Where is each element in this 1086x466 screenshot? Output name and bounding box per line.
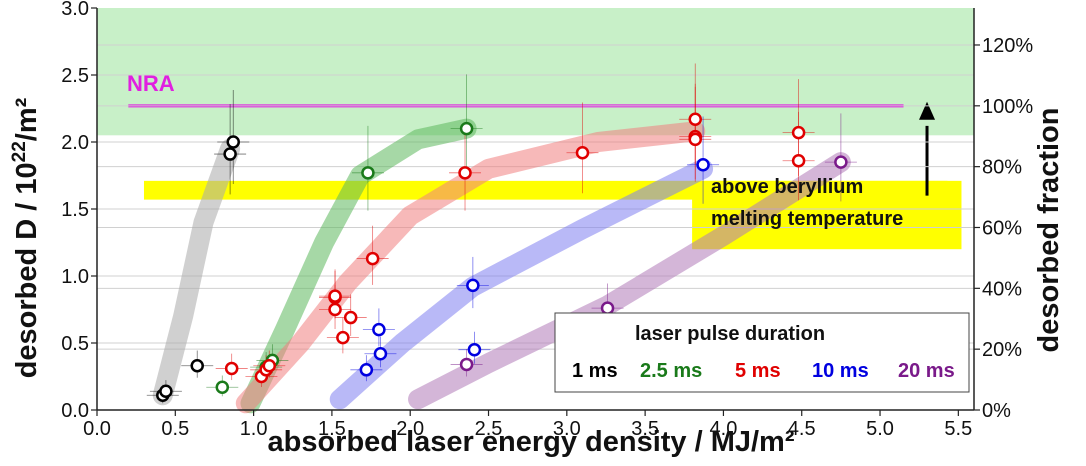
- data-point-2: [328, 289, 342, 303]
- y-axis-title-tail: /m²: [11, 97, 43, 141]
- data-point-1: [459, 121, 474, 136]
- y-axis-title-main: desorbed D / 10: [11, 162, 43, 378]
- x-tick-label: 0.0: [83, 418, 111, 440]
- data-point-2: [688, 132, 702, 147]
- legend-title: laser pulse duration: [635, 323, 825, 345]
- data-point-2: [328, 302, 342, 317]
- x-tick-label: 5.5: [944, 418, 972, 440]
- data-point-2: [688, 112, 702, 126]
- y-tick-label: 0.0: [61, 400, 89, 422]
- trend-band-0: [152, 138, 241, 406]
- x-tick-label: 3.0: [553, 418, 581, 440]
- y2-tick-label: 20%: [982, 339, 1022, 361]
- legend-item-1ms: 1 ms: [572, 360, 618, 382]
- data-point-2: [343, 310, 358, 325]
- y2-axis-title: desorbed fraction: [1033, 108, 1065, 353]
- y-tick-label: 0.5: [61, 333, 89, 355]
- data-point-2: [458, 166, 472, 180]
- y-tick-label: 3.0: [61, 0, 89, 20]
- y-tick-label: 2.0: [61, 132, 89, 154]
- x-tick-label: 1.0: [240, 418, 268, 440]
- x-tick-label: 5.0: [866, 418, 894, 440]
- y2-tick-label: 60%: [982, 217, 1022, 239]
- legend-item-2-5ms: 2.5 ms: [640, 360, 702, 382]
- data-point-2: [791, 125, 806, 140]
- legend-box: [554, 312, 970, 393]
- y2-tick-label: 100%: [982, 96, 1033, 118]
- x-axis-title: absorbed laser energy density / MJ/m²: [267, 426, 794, 458]
- data-point-4: [459, 357, 474, 372]
- melting-annotation: above beryllium melting temperature: [711, 176, 903, 230]
- melting-label-line1: above beryllium: [711, 176, 863, 198]
- data-point-4: [600, 301, 615, 315]
- data-point-3: [696, 158, 710, 172]
- y-tick-label: 2.5: [61, 65, 89, 87]
- legend-item-5ms: 5 ms: [735, 360, 781, 382]
- data-point-2: [365, 251, 380, 266]
- y-tick-label: 1.5: [61, 199, 89, 221]
- legend-item-20ms: 20 ms: [898, 360, 955, 382]
- data-point-0: [159, 384, 173, 398]
- data-point-0: [226, 135, 240, 149]
- y2-tick-label: 120%: [982, 35, 1033, 57]
- legend-item-10ms: 10 ms: [812, 360, 869, 382]
- y2-tick-label: 40%: [982, 278, 1022, 300]
- tick-labels: 0.0 0.5 1.0 1.5 2.0 2.5 3.0 3.5 4.0 4.5 5.0 5.5 0.0 0…: [61, 0, 1033, 440]
- melting-arrow-head: [919, 101, 936, 120]
- x-tick-label: 1.5: [318, 418, 346, 440]
- data-point-0: [190, 359, 204, 373]
- legend: laser pulse duration 1 ms 2.5 ms 5 ms 10…: [554, 312, 970, 393]
- data-point-2: [575, 145, 590, 160]
- trend-band-1: [240, 118, 477, 414]
- x-tick-label: 3.5: [631, 418, 659, 440]
- y-axis-title-sup: 22: [9, 141, 30, 162]
- melting-label-line2: melting temperature: [711, 208, 903, 230]
- data-points: [156, 112, 848, 403]
- y2-tick-label: 0%: [982, 400, 1011, 422]
- data-point-3: [373, 346, 388, 361]
- x-tick-label: 2.0: [396, 418, 424, 440]
- data-point-4: [834, 155, 848, 169]
- data-point-2: [791, 154, 806, 168]
- y2-tick-label: 80%: [982, 157, 1022, 179]
- x-tick-label: 0.5: [161, 418, 189, 440]
- y-tick-label: 1.0: [61, 266, 89, 288]
- data-point-3: [466, 278, 480, 293]
- data-point-0: [223, 147, 237, 161]
- data-point-3: [372, 322, 386, 337]
- data-point-2: [262, 359, 277, 373]
- nra-label: NRA: [127, 71, 175, 96]
- data-point-1: [215, 380, 230, 394]
- y-axis-title: desorbed D / 1022/m²: [9, 97, 43, 378]
- data-point-2: [336, 330, 350, 345]
- trend-band-2: [235, 121, 706, 414]
- data-point-3: [359, 363, 374, 377]
- data-point-1: [361, 166, 375, 180]
- x-tick-label: 4.5: [788, 418, 816, 440]
- x-tick-label: 2.5: [475, 418, 503, 440]
- data-point-3: [467, 342, 482, 357]
- axes: [91, 7, 980, 416]
- nra-band: [97, 8, 974, 136]
- x-tick-label: 4.0: [710, 418, 738, 440]
- data-point-2: [224, 361, 239, 376]
